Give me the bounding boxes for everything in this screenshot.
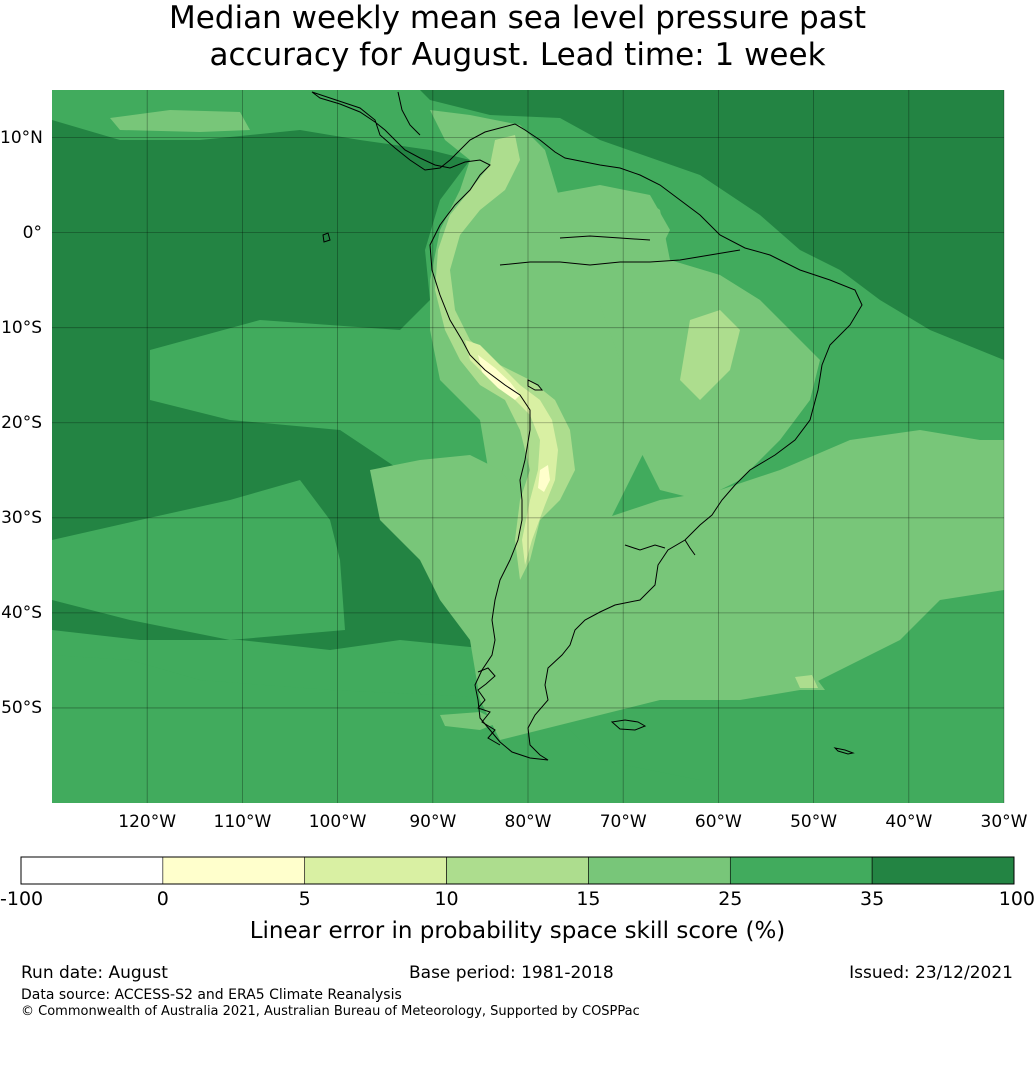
title-line-1: Median weekly mean sea level pressure pa… xyxy=(168,0,866,36)
rio-de-la-plata xyxy=(624,544,666,551)
caribbean-coast xyxy=(397,91,421,136)
skill-region-15-25-brazil xyxy=(600,290,820,500)
data-source: Data source: ACCESS-S2 and ERA5 Climate … xyxy=(21,987,402,1003)
colorbar-bin xyxy=(871,856,1015,885)
longitude-label: 110°W xyxy=(213,812,272,832)
colorbar-bin xyxy=(729,856,873,885)
colorbar-tick-label: 5 xyxy=(298,888,311,910)
latitude-label: 40°S xyxy=(1,602,42,623)
map-gridlines xyxy=(52,90,1005,803)
skill-region-5-10-andes xyxy=(465,340,558,565)
south-america-coastline xyxy=(311,91,863,761)
longitude-label: 30°W xyxy=(980,812,1028,832)
map-title: Median weekly mean sea level pressure pa… xyxy=(0,0,1035,74)
title-line-2: accuracy for August. Lead time: 1 week xyxy=(209,37,826,73)
colorbar-outline xyxy=(20,856,1015,885)
skill-region-15-25-sw-patch xyxy=(440,712,500,730)
colorbar-bin xyxy=(20,856,164,885)
latitude-label: 20°S xyxy=(1,412,42,433)
skill-region-10-15-interior xyxy=(680,310,740,400)
skill-region-0-5-andes xyxy=(478,355,520,400)
longitude-label: 70°W xyxy=(599,812,647,832)
colorbar-tick-label: 35 xyxy=(860,888,885,910)
longitude-label: 80°W xyxy=(504,812,552,832)
skill-region-15-25-ne xyxy=(545,185,670,255)
longitude-label: 100°W xyxy=(308,812,367,832)
colorbar-bin xyxy=(304,856,447,885)
latitude-label: 30°S xyxy=(1,507,42,528)
colorbar-bin xyxy=(162,856,306,885)
colorbar-tick-label: 25 xyxy=(718,888,743,910)
base-period: Base period: 1981-2018 xyxy=(409,963,614,983)
run-date: Run date: August xyxy=(21,963,168,983)
longitude-label: 120°W xyxy=(118,812,177,832)
galapagos xyxy=(322,232,331,243)
colorbar xyxy=(20,856,1015,885)
colorbar-tick-label: 0 xyxy=(156,888,169,910)
orinoco-river xyxy=(559,235,651,241)
latitude-label: 0° xyxy=(22,222,42,243)
skill-region-0-5-andes-south xyxy=(538,465,550,492)
colorbar-bin xyxy=(446,856,589,885)
skill-region-10-15-patch xyxy=(795,675,818,688)
longitude-label: 50°W xyxy=(790,812,838,832)
chile-fjords xyxy=(477,667,501,746)
colorbar-tick-label: -100 xyxy=(0,888,44,910)
colorbar-label: Linear error in probability space skill … xyxy=(249,918,786,944)
skill-region-15-25-caribbean xyxy=(110,110,250,132)
latitude-label: 50°S xyxy=(1,697,42,718)
colorbar-tick-label: 100 xyxy=(998,888,1035,910)
longitude-label: 60°W xyxy=(694,812,742,832)
lagoa-dos-patos xyxy=(684,539,696,556)
south-georgia xyxy=(833,747,855,755)
longitude-label: 90°W xyxy=(409,812,457,832)
falkland-islands xyxy=(610,719,647,731)
copyright: © Commonwealth of Australia 2021, Austra… xyxy=(21,1004,640,1019)
skill-region-15-25-land xyxy=(430,110,760,560)
titicaca xyxy=(527,379,544,391)
skill-field xyxy=(52,90,1004,803)
colorbar-tick-label: 15 xyxy=(576,888,601,910)
amazon-river xyxy=(499,249,741,266)
latitude-label: 10°N xyxy=(0,127,43,148)
longitude-label: 40°W xyxy=(885,812,933,832)
colorbar-tick-label: 10 xyxy=(434,888,459,910)
colorbar-bin xyxy=(588,856,731,885)
issued-date: Issued: 23/12/2021 xyxy=(849,963,1013,983)
latitude-label: 10°S xyxy=(1,317,42,338)
coastline xyxy=(311,91,863,761)
